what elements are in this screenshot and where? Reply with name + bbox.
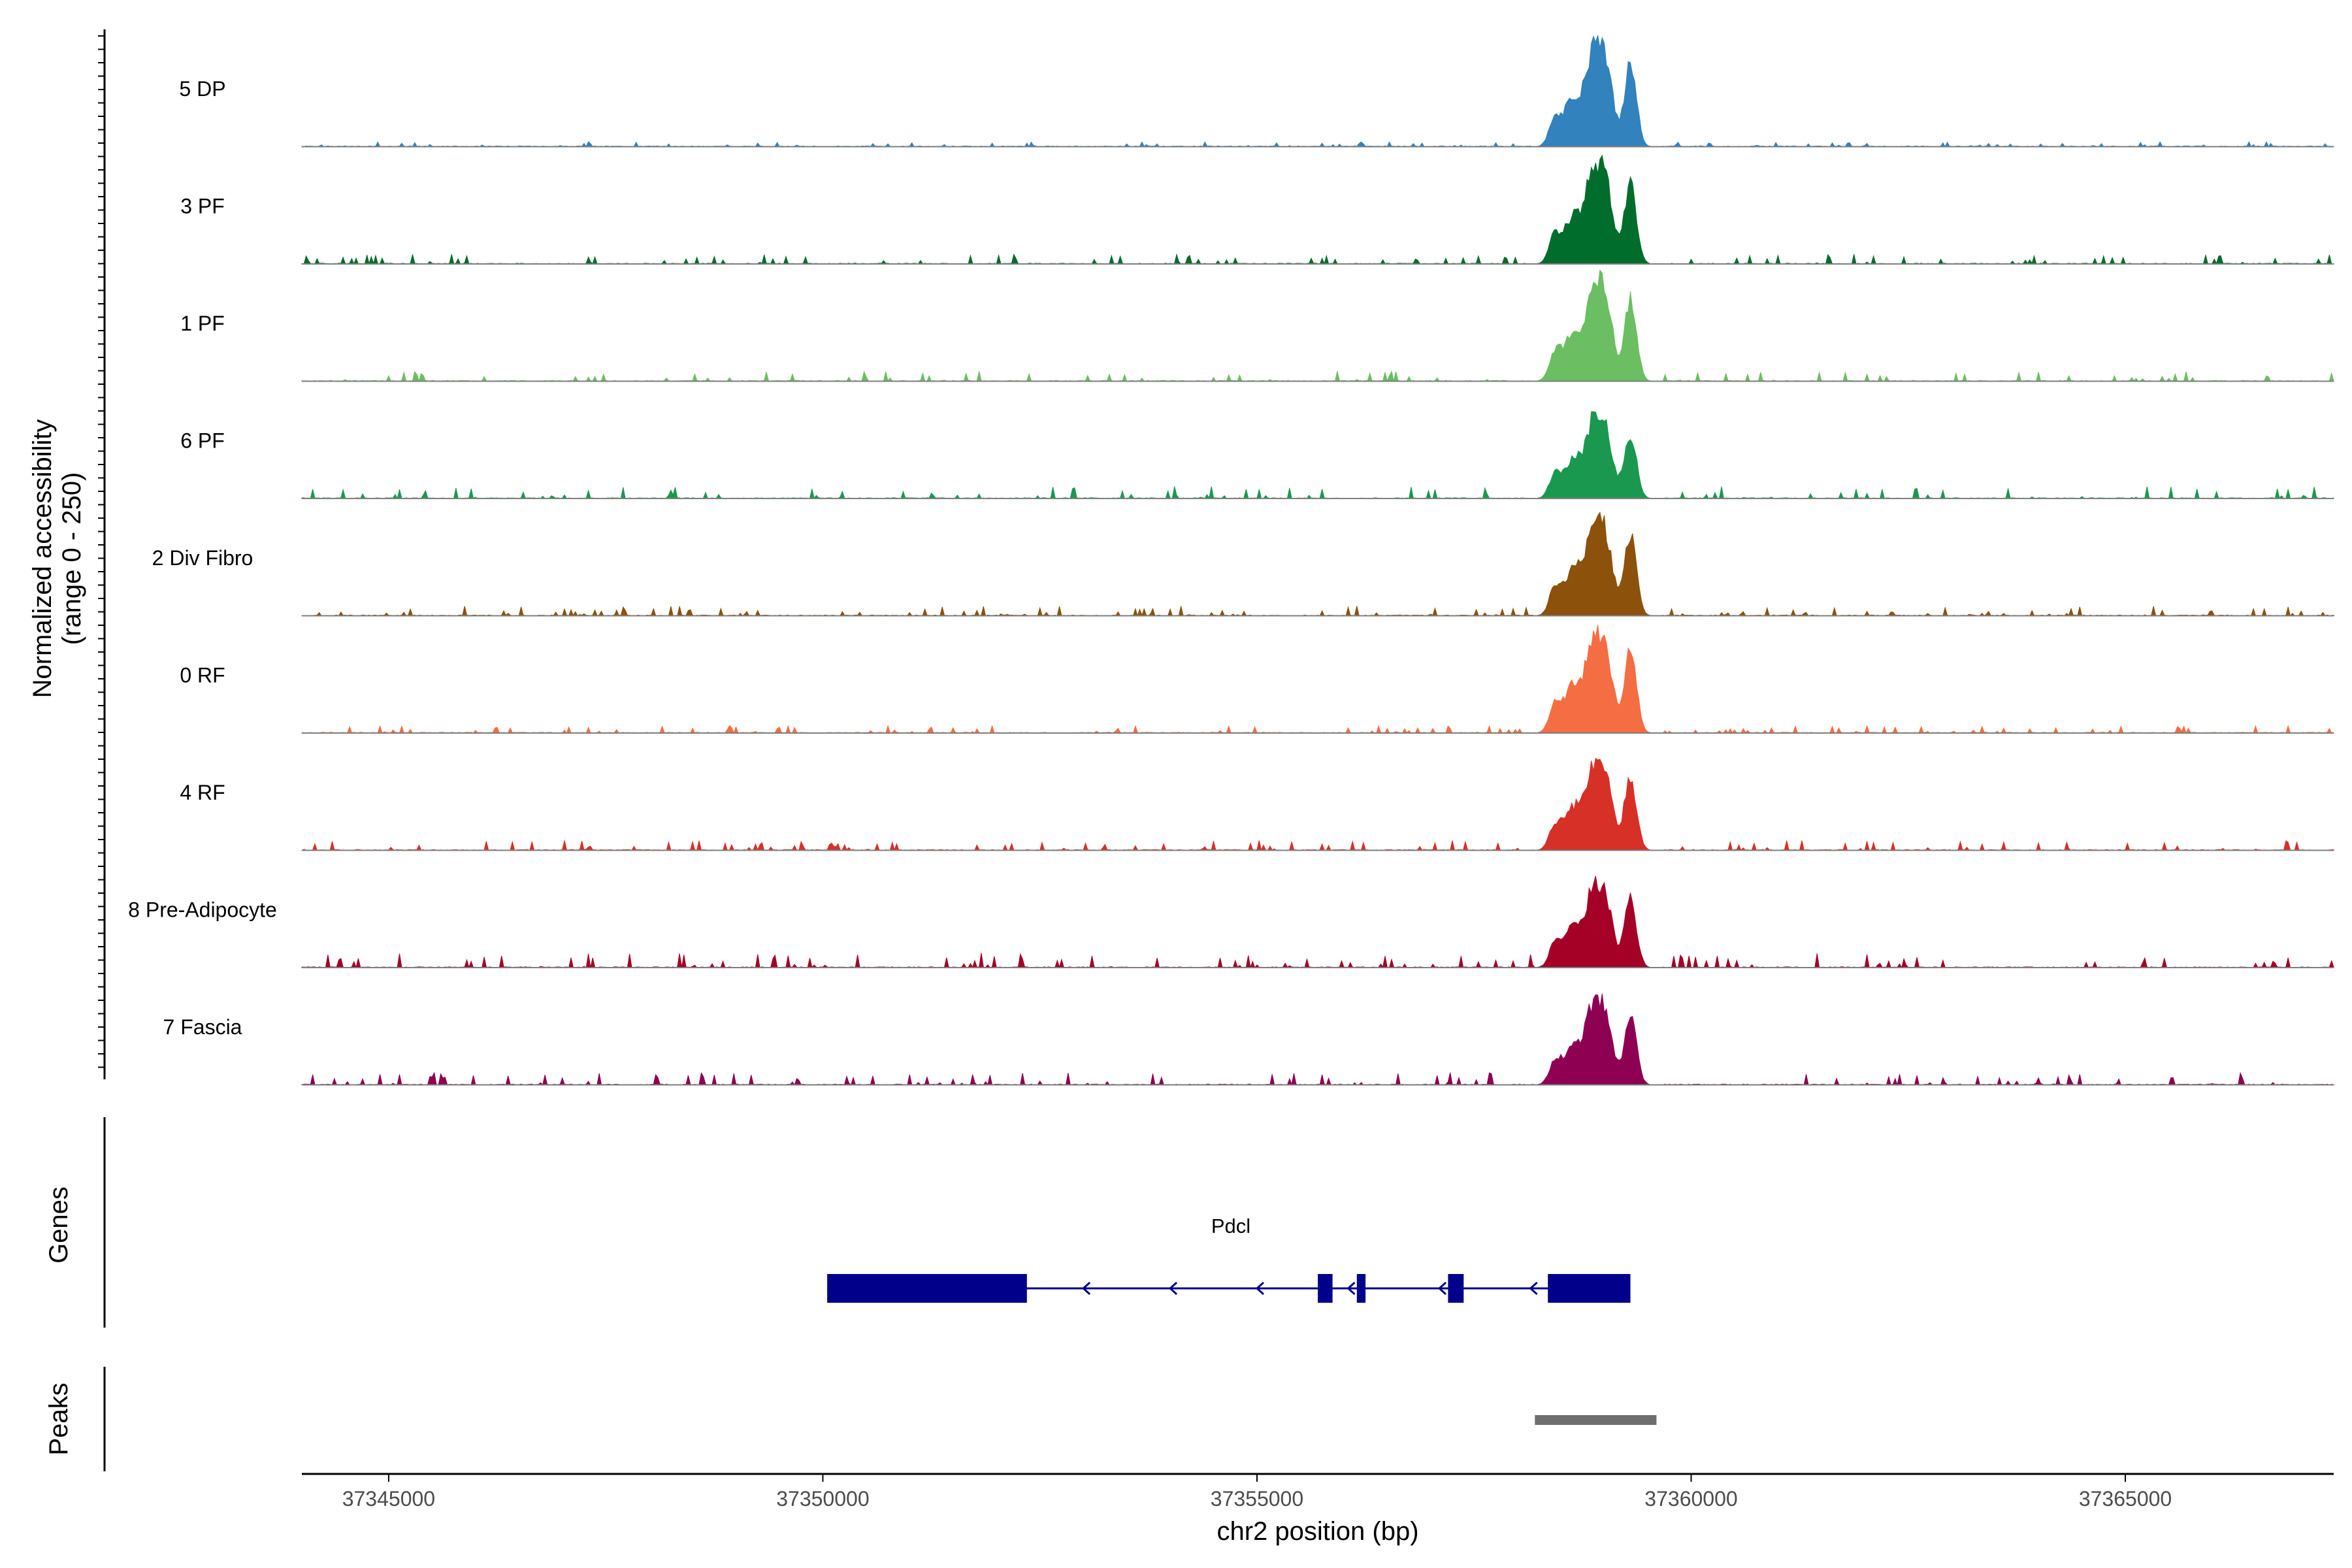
x-tick-label: 37355000 (1211, 1487, 1303, 1511)
track-label: 7 Fascia (163, 1015, 242, 1039)
strand-arrow (1255, 1281, 1264, 1296)
strand-arrow (1081, 1281, 1091, 1296)
coverage-area (301, 875, 2334, 969)
track-8-pre-adipocyte: 8 Pre-Adipocyte (128, 875, 2334, 969)
coverage-y-axis-ticks (98, 35, 105, 1068)
x-tick-label: 37345000 (342, 1487, 435, 1511)
left-axes (98, 29, 106, 1471)
track-label: 0 RF (180, 664, 225, 687)
gene-exon (1448, 1274, 1464, 1303)
gene-label-pdcl: Pdcl (1211, 1215, 1250, 1237)
coverage-area (301, 757, 2334, 851)
track-0-rf: 0 RF (180, 625, 2334, 734)
strand-arrow (1347, 1281, 1356, 1296)
coverage-area (301, 411, 2334, 500)
track-7-fascia: 7 Fascia (163, 993, 2334, 1086)
coverage-area (301, 625, 2334, 734)
gene-exon (1548, 1274, 1631, 1303)
genes-track-title: Genes (44, 1186, 73, 1264)
track-1-pf: 1 PF (180, 269, 2334, 382)
strand-arrow (1529, 1281, 1538, 1296)
track-2-div-fibro: 2 Div Fibro (152, 511, 2334, 617)
genes-track: Pdcl (827, 1215, 1631, 1303)
y-axis-title-line2: (range 0 - 250) (57, 472, 86, 645)
peaks-track (1535, 1415, 1657, 1425)
track-label: 6 PF (180, 429, 225, 453)
coverage-area (301, 35, 2334, 148)
y-axis-title-line1: Normalized accessibility (28, 419, 57, 698)
x-axis-title: chr2 position (bp) (1217, 1517, 1418, 1546)
track-label: 4 RF (180, 781, 225, 804)
track-label: 5 DP (179, 77, 225, 101)
track-label: 1 PF (180, 312, 225, 335)
x-axis: 37345000 37350000 37355000 37360000 37365000… (302, 1473, 2334, 1546)
gene-exon (1356, 1274, 1366, 1303)
track-5-dp: 5 DP (179, 35, 2334, 148)
x-tick-label: 37350000 (776, 1487, 869, 1511)
x-tick-label: 37365000 (2079, 1487, 2172, 1511)
coverage-area (301, 511, 2334, 617)
track-label: 2 Div Fibro (152, 546, 253, 570)
gene-exon (827, 1274, 1027, 1303)
x-axis-ticks: 37345000 37350000 37355000 37360000 37365000 (342, 1474, 2172, 1511)
coverage-area (301, 154, 2334, 265)
track-6-pf: 6 PF (180, 411, 2334, 500)
track-4-rf: 4 RF (180, 757, 2334, 851)
x-tick-label: 37360000 (1644, 1487, 1737, 1511)
gene-exon (1318, 1274, 1333, 1303)
peak-bar (1535, 1415, 1657, 1425)
peaks-track-title: Peaks (44, 1382, 73, 1455)
coverage-area (301, 269, 2334, 382)
coverage-area (301, 993, 2334, 1086)
strand-arrow (1168, 1281, 1178, 1296)
strand-arrow (1437, 1281, 1447, 1296)
track-3-pf: 3 PF (180, 154, 2334, 265)
track-label: 3 PF (180, 195, 225, 218)
coverage-tracks: 5 DP 3 PF 1 PF 6 PF 2 Div Fibro 0 RF 4 RF 8 Pre… (128, 35, 2334, 1086)
track-label: 8 Pre-Adipocyte (128, 898, 277, 922)
